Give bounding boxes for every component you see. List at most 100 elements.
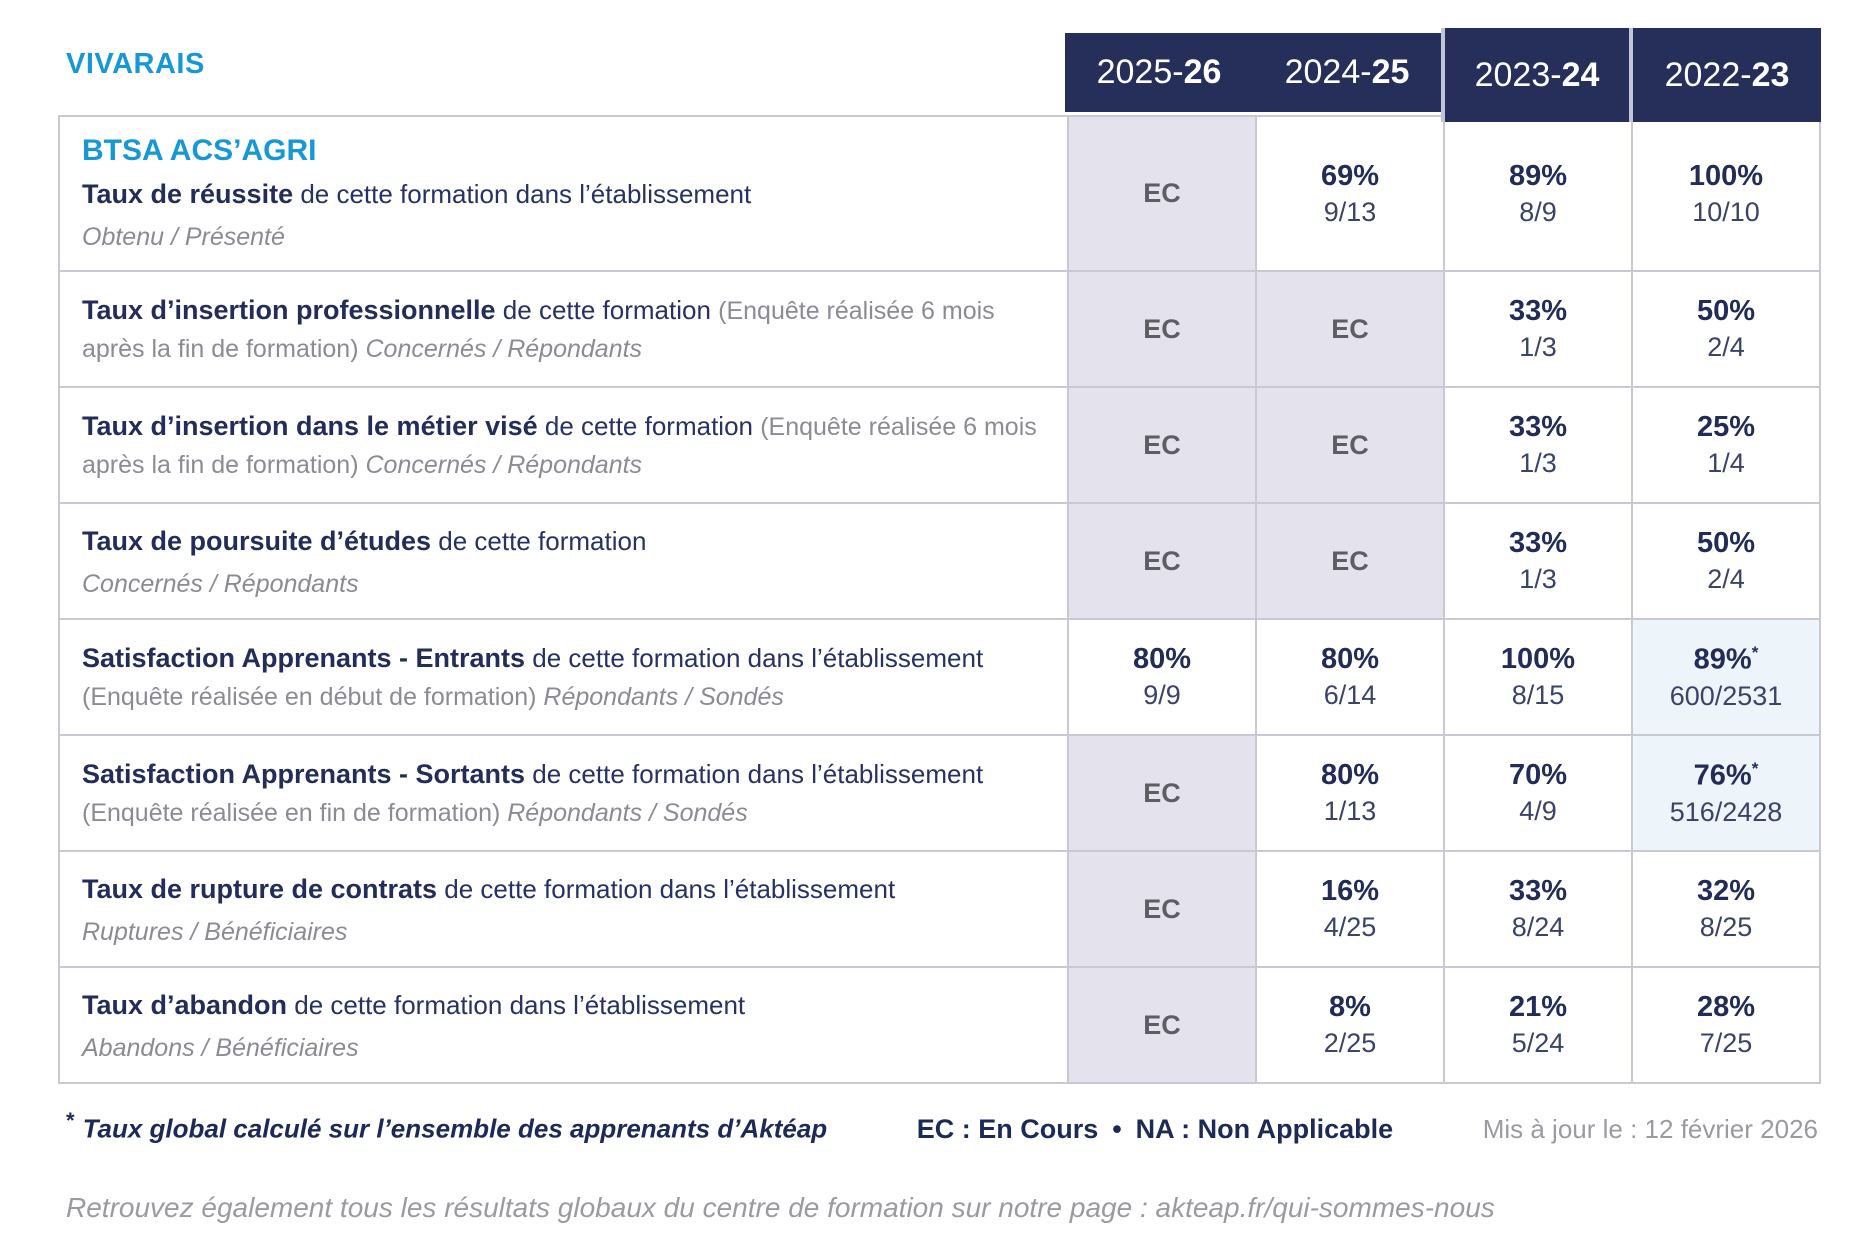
title-segment: Taux de poursuite d’études — [82, 525, 432, 556]
fraction-value: 8/24 — [1511, 912, 1565, 942]
row-label-satisfaction-apprenants-sortants: Satisfaction Apprenants - Sortants de ce… — [60, 734, 1067, 850]
program-title: BTSA ACS’AGRI — [82, 133, 317, 167]
percent-value: 80% — [1320, 643, 1380, 675]
ec-value: EC — [1331, 313, 1369, 344]
title-segment: Taux d’insertion professionnelle — [82, 294, 496, 325]
percent-value: 80% — [1132, 643, 1192, 675]
fraction-value: 9/13 — [1323, 196, 1377, 227]
cell-satisfaction-apprenants-entrants-2025-26: 80% 9/9 — [1067, 618, 1255, 734]
percent-value: 70% — [1508, 759, 1568, 791]
percent-value: 89% — [1508, 159, 1568, 192]
cell-taux-abandon-2022-23: 28% 7/25 — [1631, 966, 1819, 1082]
title-segment: de cette formation — [495, 294, 719, 325]
title-segment: de cette formation dans l’établissement — [525, 642, 984, 673]
row-label-taux-poursuite-etudes: Taux de poursuite d’études de cette form… — [60, 502, 1067, 618]
fraction-value: 2/4 — [1707, 332, 1745, 362]
row-title: Taux d’abandon de cette formation dans l… — [82, 986, 1051, 1025]
row-label-taux-de-reussite: BTSA ACS’AGRI Taux de réussite de cette f… — [60, 117, 1067, 270]
year-2025-26: 2025- 26 — [1065, 33, 1253, 112]
fraction-value: 4/9 — [1519, 796, 1557, 826]
row-title: Satisfaction Apprenants - Entrants de ce… — [82, 639, 1051, 716]
row-subtext: Abandons / Bénéficiaires — [82, 1033, 359, 1062]
fraction-value: 2/25 — [1323, 1028, 1377, 1058]
ec-value: EC — [1143, 429, 1181, 460]
year-suffix: 23 — [1751, 55, 1790, 94]
bottom-note: Retrouvez également tous les résultats g… — [66, 1192, 1495, 1223]
title-segment: Taux de rupture de contrats — [82, 873, 438, 904]
title-segment: Concernés / Répondants — [365, 450, 643, 479]
title-segment: de cette formation — [431, 525, 647, 556]
percent-value: 80% — [1320, 759, 1380, 791]
row-title: Taux d’insertion dans le métier visé de … — [82, 407, 1051, 484]
percent-value: 69% — [1320, 159, 1380, 192]
fraction-value: 4/25 — [1323, 912, 1377, 942]
row-label-taux-rupture-contrats: Taux de rupture de contrats de cette for… — [60, 850, 1067, 966]
percent-value: 28% — [1696, 991, 1756, 1023]
ec-value: EC — [1331, 429, 1369, 460]
fraction-value: 8/25 — [1699, 912, 1753, 942]
fraction-value: 9/9 — [1143, 680, 1181, 710]
cell-taux-insertion-metier-vise-2025-26: EC — [1067, 386, 1255, 502]
cell-taux-insertion-metier-vise-2024-25: EC — [1255, 386, 1443, 502]
cell-taux-insertion-professionnelle-2022-23: 50% 2/4 — [1631, 270, 1819, 386]
title-segment: (Enquête réalisée 6 mois après la fin de… — [82, 412, 1037, 479]
cell-taux-poursuite-etudes-2022-23: 50% 2/4 — [1631, 502, 1819, 618]
year-prefix: 2023- — [1474, 55, 1562, 94]
asterisk: * — [66, 1108, 75, 1133]
year-suffix: 24 — [1561, 55, 1600, 94]
percent-value: 25% — [1696, 411, 1756, 443]
row-subtext: Obtenu / Présenté — [82, 222, 285, 251]
cell-taux-de-reussite-2024-25: 69% 9/13 — [1255, 117, 1443, 270]
title-segment: de cette formation — [537, 410, 761, 441]
cell-taux-insertion-metier-vise-2023-24: 33% 1/3 — [1443, 386, 1631, 502]
percent-value: 50% — [1696, 295, 1756, 327]
title-segment: (Enquête réalisée en fin de formation) — [82, 798, 508, 827]
cell-taux-insertion-metier-vise-2022-23: 25% 1/4 — [1631, 386, 1819, 502]
cell-satisfaction-apprenants-entrants-2024-25: 80% 6/14 — [1255, 618, 1443, 734]
legend-ec: EC : En Cours — [916, 1113, 1099, 1144]
ec-value: EC — [1143, 313, 1181, 344]
cell-satisfaction-apprenants-entrants-2023-24: 100% 8/15 — [1443, 618, 1631, 734]
row-title: Taux de rupture de contrats de cette for… — [82, 870, 1051, 909]
ec-value: EC — [1331, 545, 1369, 576]
fraction-value: 8/9 — [1519, 196, 1557, 227]
cell-taux-poursuite-etudes-2024-25: EC — [1255, 502, 1443, 618]
title-segment: Taux de réussite — [82, 178, 294, 209]
fraction-value: 8/15 — [1511, 680, 1565, 710]
title-segment: de cette formation dans l’établissement — [287, 989, 746, 1020]
cell-satisfaction-apprenants-sortants-2023-24: 70% 4/9 — [1443, 734, 1631, 850]
title-segment: Concernés / Répondants — [365, 334, 643, 363]
ec-value: EC — [1143, 545, 1181, 576]
cell-taux-de-reussite-2023-24: 89% 8/9 — [1443, 117, 1631, 270]
year-2022-23: 2022- 23 — [1629, 28, 1821, 122]
ec-value: EC — [1143, 893, 1181, 924]
fraction-value: 516/2428 — [1669, 796, 1783, 827]
cell-satisfaction-apprenants-sortants-2022-23: 76%* 516/2428 — [1631, 734, 1819, 850]
year-2023-24: 2023- 24 — [1441, 28, 1629, 122]
fraction-value: 600/2531 — [1669, 680, 1783, 711]
star-marker: * — [1751, 759, 1759, 779]
title-segment: Satisfaction Apprenants - Entrants — [82, 642, 526, 673]
row-label-taux-insertion-professionnelle: Taux d’insertion professionnelle de cett… — [60, 270, 1067, 386]
fraction-value: 1/3 — [1519, 564, 1557, 594]
row-subtext: Ruptures / Bénéficiaires — [82, 917, 348, 946]
cell-taux-abandon-2024-25: 8% 2/25 — [1255, 966, 1443, 1082]
title-segment: de cette formation dans l’établissement — [437, 873, 896, 904]
title-segment: (Enquête réalisée en début de formation) — [82, 682, 544, 711]
cell-taux-poursuite-etudes-2023-24: 33% 1/3 — [1443, 502, 1631, 618]
fraction-value: 1/4 — [1707, 448, 1745, 478]
year-prefix: 2025- — [1096, 53, 1184, 91]
percent-value: 21% — [1508, 991, 1568, 1023]
title-segment: (Enquête réalisée 6 mois après la fin de… — [82, 296, 995, 363]
percent-value: 16% — [1320, 875, 1380, 907]
title-segment: Répondants / Sondés — [507, 798, 748, 827]
legend-na: NA : Non Applicable — [1135, 1113, 1394, 1144]
percent-value: 33% — [1508, 411, 1568, 443]
year-prefix: 2022- — [1664, 55, 1752, 94]
ec-value: EC — [1143, 178, 1181, 208]
cell-satisfaction-apprenants-entrants-2022-23: 89%* 600/2531 — [1631, 618, 1819, 734]
row-title: Taux d’insertion professionnelle de cett… — [82, 291, 1051, 368]
percent-value: 8% — [1329, 991, 1371, 1023]
ec-value: EC — [1143, 1009, 1181, 1040]
